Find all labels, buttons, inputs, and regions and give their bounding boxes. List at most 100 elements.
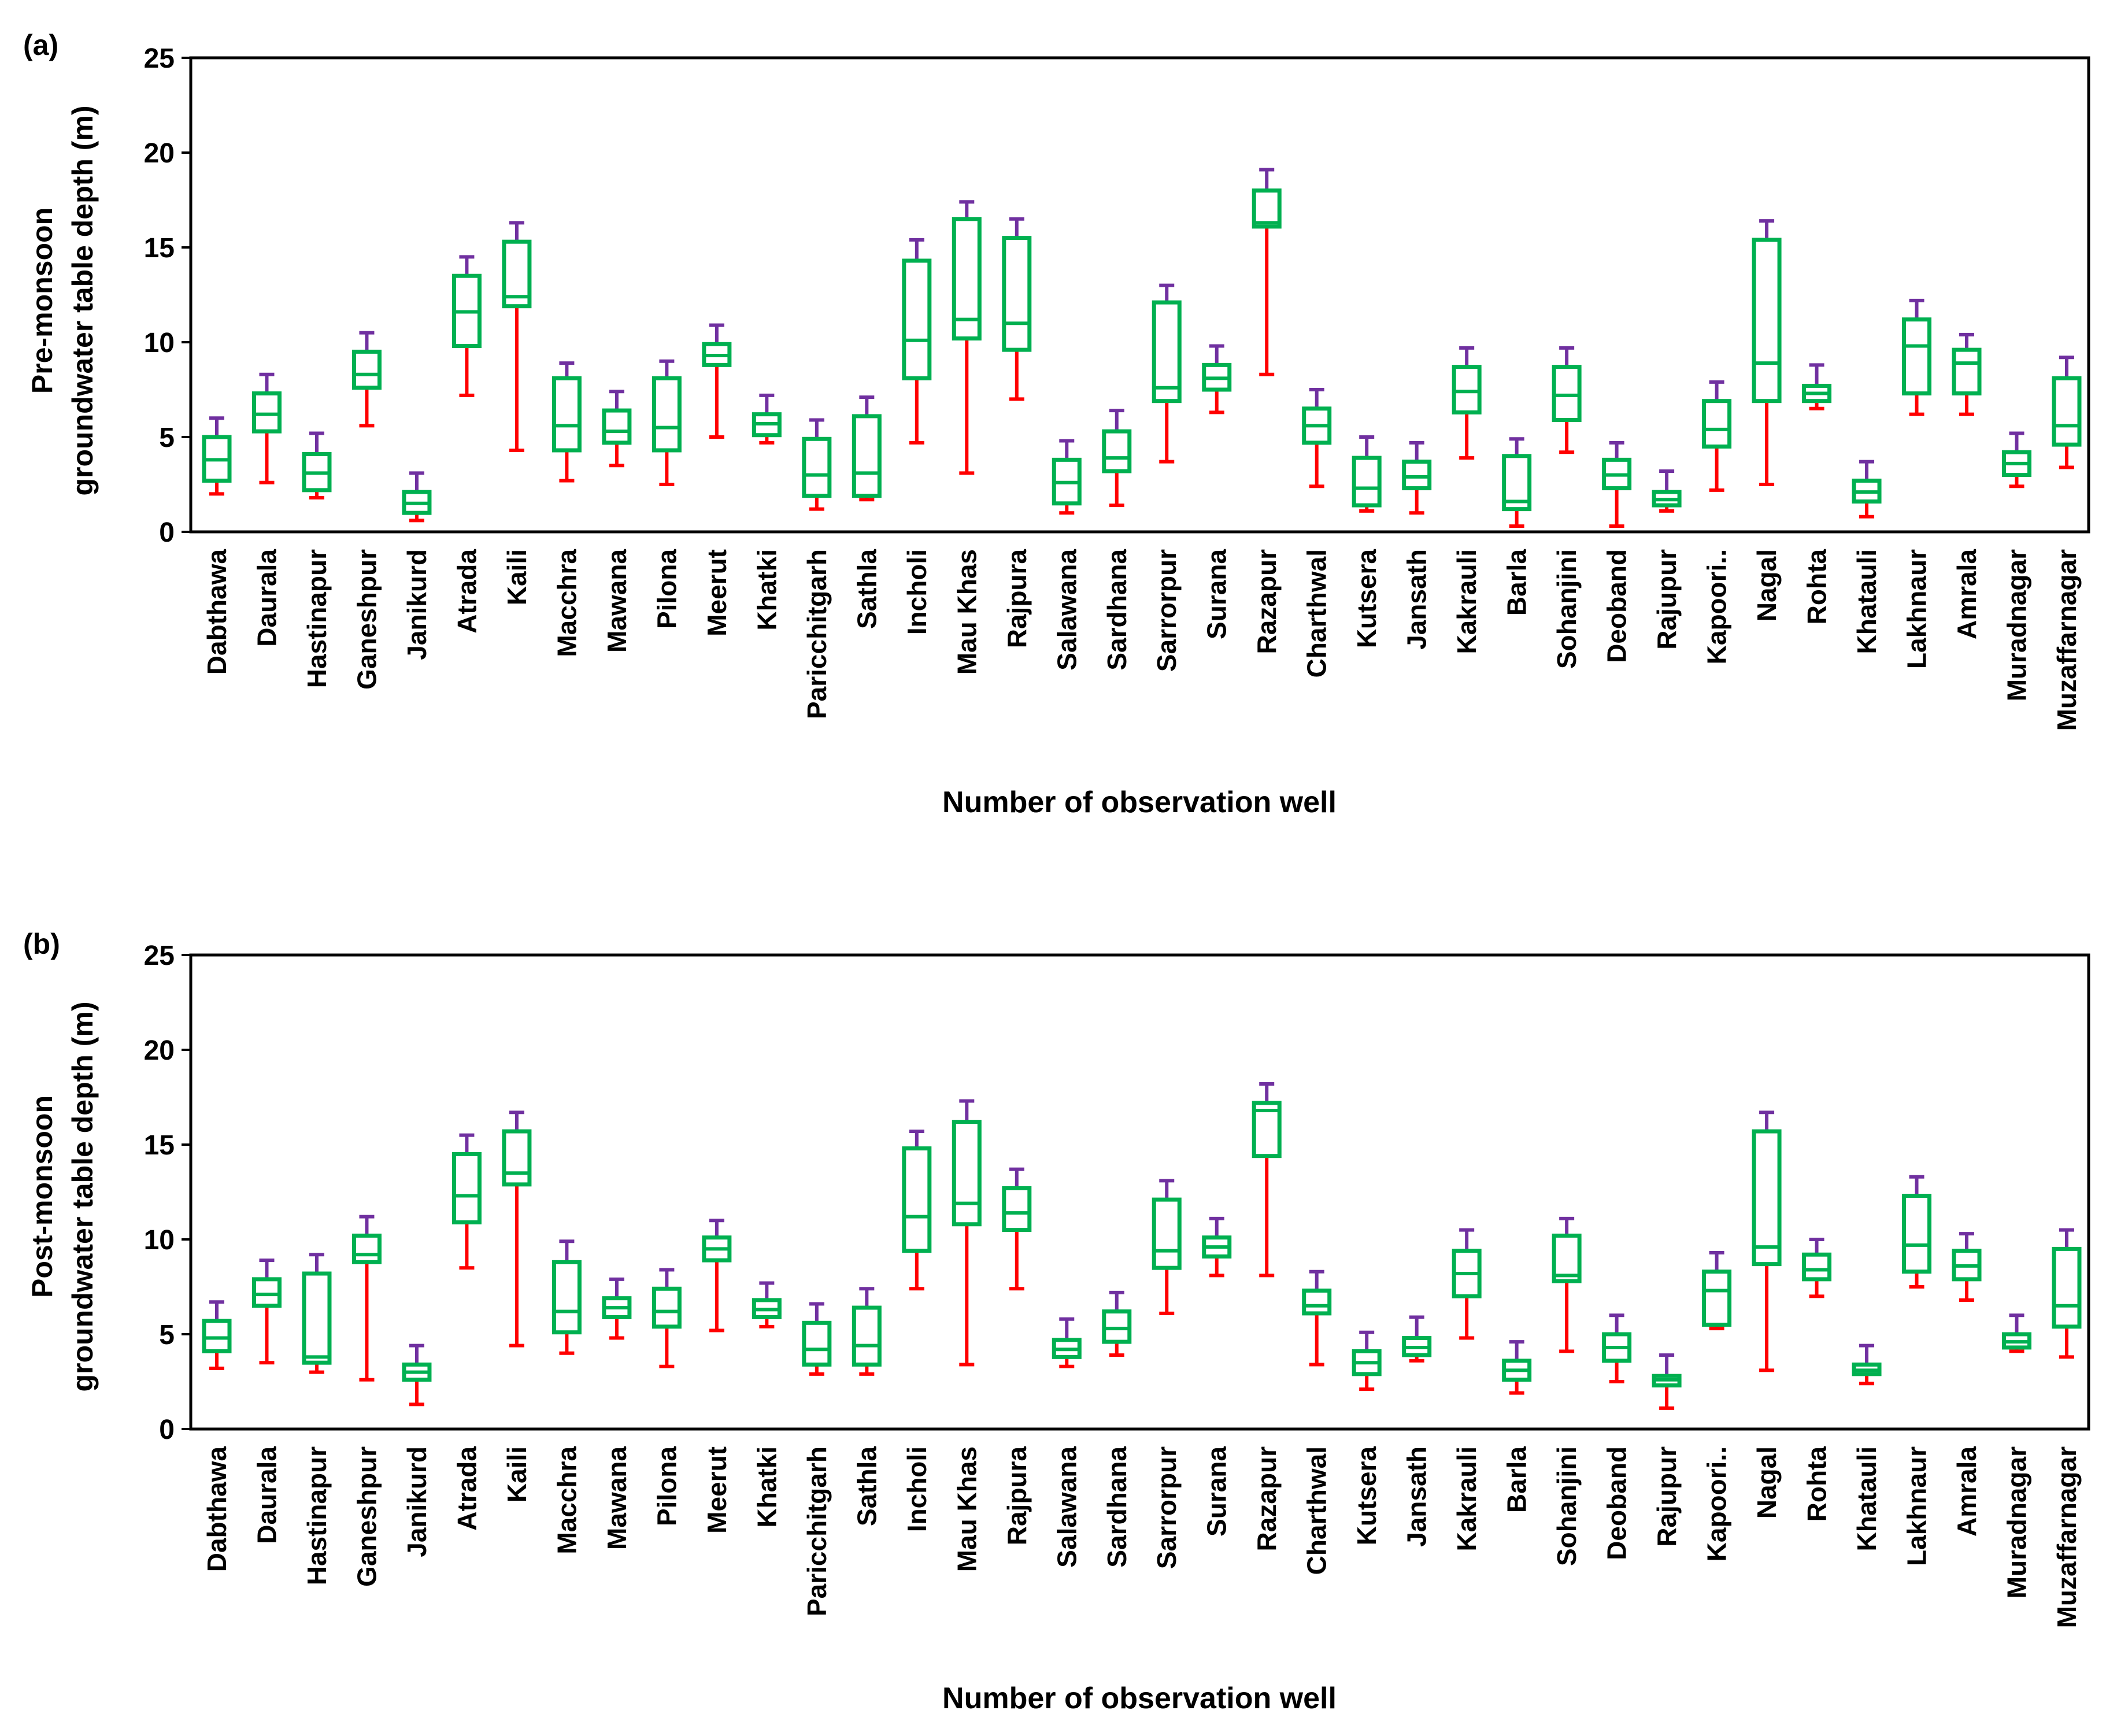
panel-a-y-ticks: 0 5 10 15 20 25 [144, 43, 191, 548]
iqr-box [802, 1320, 832, 1367]
box-paricchitgarh [802, 1302, 832, 1376]
iqr-box [1902, 1194, 1932, 1274]
iqr-box [1402, 460, 1432, 491]
panel-b-ylabel-line1: Post-monsoon [26, 1095, 58, 1298]
x-tick-label: Razapur [1252, 549, 1282, 654]
iqr-box [1252, 188, 1282, 229]
y-tick-label: 20 [144, 138, 175, 169]
box-hastinapur [302, 431, 332, 499]
box-nagal [1752, 219, 1782, 486]
box-lakhnaur [1902, 1175, 1932, 1289]
box-macchra [552, 361, 582, 483]
panel-b-ylabel-line2: groundwater table depth (m) [66, 1002, 99, 1392]
x-tick-label: Kakrauli [1452, 1446, 1482, 1552]
box-meerut [702, 1219, 732, 1332]
iqr-box [1902, 317, 1932, 396]
box-jansath [1402, 1315, 1432, 1363]
x-tick-label: Sarrorpur [1152, 1446, 1182, 1569]
iqr-box [1352, 456, 1382, 508]
x-tick-label: Kutsera [1352, 1446, 1382, 1546]
x-tick-label: Pilona [652, 1446, 682, 1526]
x-tick-label: Paricchitgarh [802, 549, 832, 719]
box-janikurd [402, 1343, 432, 1406]
box-kutsera [1352, 1330, 1382, 1391]
x-tick-label: Jansath [1402, 1446, 1432, 1547]
box-muzaffarnagar [2052, 1228, 2082, 1359]
box-kaili [502, 1111, 532, 1348]
x-tick-label: Incholi [902, 549, 932, 635]
x-tick-label: Rajpura [1002, 549, 1032, 649]
box-muzaffarnagar [2052, 356, 2082, 469]
x-tick-label: Sardhana [1102, 549, 1132, 671]
x-tick-label: Sardhana [1102, 1446, 1132, 1568]
x-tick-label: Mawana [602, 549, 632, 653]
x-tick-label: Mawana [602, 1446, 632, 1550]
iqr-box [1102, 429, 1132, 473]
box-charthwal [1302, 1269, 1332, 1367]
y-tick-label: 0 [159, 1415, 175, 1445]
box-kutsera [1352, 435, 1382, 513]
x-tick-label: Rajupur [1652, 1446, 1682, 1547]
iqr-box [652, 376, 682, 453]
x-tick-label: Kaili [502, 1446, 532, 1502]
box-kaili [502, 221, 532, 452]
x-tick-label: Janikurd [402, 549, 432, 660]
iqr-box [1152, 300, 1182, 404]
panel-a-boxes [202, 168, 2082, 528]
panel-b-plot-area [189, 953, 2090, 1431]
panel-a-x-ticks: Dabthawa Daurala Hastinapur Ganeshpur Janiku… [202, 549, 2082, 731]
iqr-box [1552, 365, 1582, 422]
box-janikurd [402, 471, 432, 523]
x-tick-label: Hastinapur [302, 549, 332, 688]
iqr-box [1002, 1186, 1032, 1232]
iqr-box [852, 414, 882, 498]
panel-b-y-ticks: 0 5 10 15 20 25 [144, 941, 191, 1445]
iqr-box [351, 1233, 382, 1264]
box-meerut [702, 323, 732, 439]
panel-b-label: (b) [23, 928, 60, 960]
x-tick-label: Incholi [902, 1446, 932, 1532]
iqr-box [351, 349, 382, 390]
box-incholi [902, 1130, 932, 1291]
x-tick-label: Mau Khas [952, 1446, 982, 1572]
iqr-box [1152, 1197, 1182, 1270]
x-tick-label: Sathla [852, 1446, 882, 1526]
box-amrala [1952, 1232, 1982, 1302]
iqr-box [1952, 347, 1982, 396]
box-mawana [602, 1277, 632, 1340]
box-paricchitgarh [802, 418, 832, 511]
iqr-box [2052, 376, 2082, 447]
x-tick-label: Daurala [251, 1446, 282, 1544]
box-lakhnaur [1902, 298, 1932, 416]
x-tick-label: Khatauli [1852, 1446, 1882, 1551]
box-pilona [652, 359, 682, 486]
x-tick-label: Amrala [1952, 1446, 1982, 1537]
box-khatauli [1852, 1343, 1882, 1386]
x-tick-label: Pilona [652, 549, 682, 629]
box-sardhana [1102, 1290, 1132, 1357]
panel-a-plot-area [189, 56, 2090, 534]
x-tick-label: Surana [1202, 1446, 1232, 1537]
box-sohanjini [1552, 1216, 1582, 1353]
box-ganeshpur [351, 1215, 382, 1382]
x-tick-label: Dabthawa [202, 549, 232, 675]
box-razapur [1252, 168, 1282, 376]
x-tick-label: Sarrorpur [1152, 549, 1182, 672]
iqr-box [451, 1152, 482, 1224]
panel-a-ylabel-line1: Pre-monsoon [26, 208, 58, 394]
x-tick-label: Deoband [1602, 1446, 1632, 1560]
x-tick-label: Razapur [1252, 1446, 1282, 1552]
iqr-box [652, 1286, 682, 1329]
iqr-box [502, 1129, 532, 1187]
iqr-box [2052, 1246, 2082, 1329]
box-atrada [451, 1133, 482, 1270]
x-tick-label: Kapoori.. [1702, 1446, 1732, 1561]
x-tick-label: Daurala [251, 549, 282, 647]
box-incholi [902, 238, 932, 445]
x-tick-label: Khatki [752, 1446, 782, 1528]
iqr-box [602, 408, 632, 445]
y-tick-label: 20 [144, 1035, 175, 1066]
box-muradnagar [2002, 431, 2032, 488]
iqr-box [251, 1277, 282, 1308]
iqr-box [852, 1305, 882, 1367]
